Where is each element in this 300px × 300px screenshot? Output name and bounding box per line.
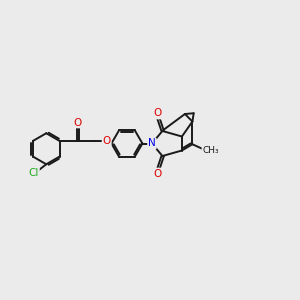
Text: CH₃: CH₃ [202, 146, 219, 155]
Text: O: O [153, 109, 161, 118]
Text: Cl: Cl [28, 168, 39, 178]
Text: O: O [153, 169, 161, 178]
Text: O: O [74, 118, 82, 128]
Text: N: N [148, 139, 156, 148]
Text: O: O [103, 136, 111, 146]
